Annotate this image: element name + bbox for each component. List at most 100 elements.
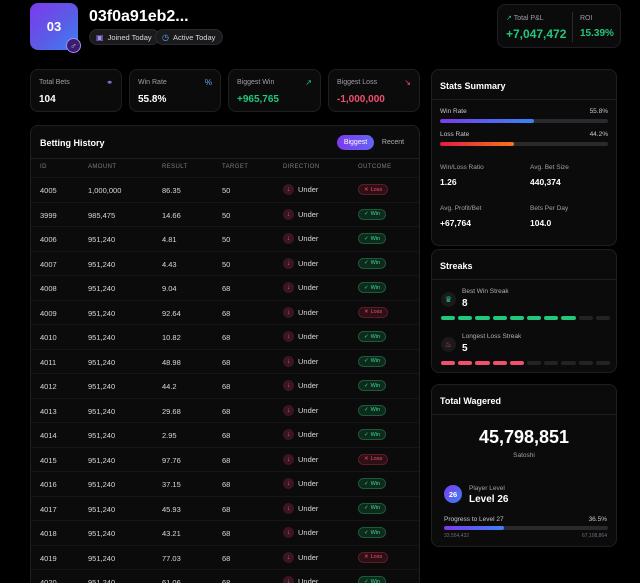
table-row[interactable]: 4017 951,240 45.93 68 ↓ Under ✓ Win [31, 495, 419, 521]
outcome-badge: ✓ Win [358, 478, 387, 489]
cell-direction: ↓ Under [283, 233, 318, 244]
streak-segment [475, 361, 490, 365]
active-label: Active Today [172, 32, 216, 42]
stat-value: 104 [39, 94, 56, 105]
outcome-badge: ✕ Loss [358, 551, 389, 563]
cell-amount: 951,240 [88, 308, 116, 318]
outcome-text: Win [370, 235, 381, 242]
streak-segment [561, 316, 576, 320]
cell-amount: 951,240 [88, 284, 116, 293]
cell-result: 97.76 [162, 455, 181, 465]
check-icon: ✓ [364, 284, 369, 291]
cell-direction: ↓ Under [283, 208, 318, 220]
cell-amount: 951,240 [88, 382, 116, 391]
close-icon: ✕ [364, 554, 369, 560]
streak-segment [509, 361, 524, 365]
cell-target: 50 [222, 235, 231, 244]
cell-amount: 1,000,000 [88, 186, 122, 195]
close-icon: ✕ [364, 186, 369, 193]
cell-result: 37.15 [162, 480, 181, 489]
table-row[interactable]: 4019 951,240 77.03 68 ↓ Under ✕ Loss [31, 544, 419, 570]
check-icon: ✓ [364, 333, 369, 340]
outcome-text: Loss [370, 554, 383, 560]
streak-segment [509, 316, 524, 320]
streak-segment [544, 316, 559, 320]
streak-segment [544, 361, 559, 365]
best-win-streak-value: 8 [462, 298, 468, 309]
cell-target: 68 [222, 529, 231, 538]
betting-history-panel: Betting History Biggest Recent ID AMOUNT… [30, 125, 420, 583]
tab-biggest[interactable]: Biggest [337, 135, 374, 150]
outcome-badge: ✕ Loss [358, 453, 389, 465]
level-range-min: 33,554,432 [444, 533, 470, 539]
avg-profit-label: Avg. Profit/Bet [440, 205, 482, 212]
table-row[interactable]: 4007 951,240 4.43 50 ↓ Under ✓ Win [31, 250, 419, 276]
direction-text: Under [298, 430, 319, 439]
cell-id: 4013 [40, 406, 57, 416]
cell-amount: 951,240 [88, 333, 116, 342]
gender-icon: ♂ [66, 38, 81, 53]
total-wagered-title: Total Wagered [440, 396, 502, 406]
table-row[interactable]: 4011 951,240 48.98 68 ↓ Under ✓ Win [31, 348, 419, 374]
outcome-badge: ✕ Loss [358, 184, 389, 195]
table-row[interactable]: 4009 951,240 92.64 68 ↓ Under ✕ Loss [31, 299, 419, 325]
check-icon: ✓ [364, 480, 369, 487]
stat-value: +965,765 [237, 94, 279, 105]
arrow-down-icon: ↓ [283, 233, 294, 244]
table-row[interactable]: 4014 951,240 2.95 68 ↓ Under ✓ Win [31, 422, 419, 447]
longest-loss-streak-bar [441, 361, 610, 365]
table-row[interactable]: 4015 951,240 97.76 68 ↓ Under ✕ Loss [31, 446, 419, 472]
flame-icon: ♨ [441, 337, 456, 352]
table-row[interactable]: 4018 951,240 43.21 68 ↓ Under ✓ Win [31, 520, 419, 545]
cell-target: 68 [222, 406, 231, 416]
best-win-streak-label: Best Win Streak [462, 288, 509, 295]
cell-amount: 951,240 [88, 578, 116, 583]
cell-direction: ↓ Under [283, 404, 319, 416]
table-row[interactable]: 4020 951,240 61.06 68 ↓ Under ✓ Win [31, 569, 419, 583]
arrow-down-icon: ↓ [283, 576, 294, 583]
outcome-badge: ✓ Win [358, 257, 387, 269]
cell-result: 45.93 [162, 504, 181, 514]
close-icon: ✕ [364, 456, 369, 462]
avg-profit-value: +67,764 [440, 218, 471, 228]
cell-result: 4.43 [162, 259, 177, 269]
win-rate-label: Win Rate [440, 108, 467, 115]
roi-value: 15.39% [580, 28, 614, 39]
outcome-text: Win [370, 431, 381, 438]
streak-segment [595, 316, 610, 320]
bets-per-day-value: 104.0 [530, 218, 552, 228]
direction-text: Under [298, 405, 319, 415]
divider [432, 99, 616, 100]
cell-amount: 951,240 [88, 259, 116, 269]
cell-id: 4007 [40, 259, 57, 269]
cell-result: 4.81 [162, 235, 177, 244]
table-row[interactable]: 4006 951,240 4.81 50 ↓ Under ✓ Win [31, 226, 419, 251]
outcome-badge: ✓ Win [358, 380, 387, 391]
arrow-down-icon: ↓ [283, 355, 294, 367]
outcome-badge: ✓ Win [358, 331, 387, 342]
table-row[interactable]: 4010 951,240 10.82 68 ↓ Under ✓ Win [31, 324, 419, 349]
stat-card-win-rate: Win Rate % 55.8% [129, 69, 221, 112]
tab-recent[interactable]: Recent [381, 139, 405, 146]
trend-up-icon: ↗ [506, 15, 512, 22]
cell-target: 68 [222, 284, 231, 293]
table-row[interactable]: 4016 951,240 37.15 68 ↓ Under ✓ Win [31, 471, 419, 496]
table-row[interactable]: 4013 951,240 29.68 68 ↓ Under ✓ Win [31, 397, 419, 423]
table-row[interactable]: 4008 951,240 9.04 68 ↓ Under ✓ Win [31, 275, 419, 300]
table-row[interactable]: 3999 985,475 14.66 50 ↓ Under ✓ Win [31, 201, 419, 227]
arrow-down-icon: ↓ [283, 502, 294, 514]
streak-segment [458, 361, 473, 365]
level-range-max: 67,108,864 [581, 533, 607, 539]
cell-amount: 951,240 [88, 406, 116, 416]
outcome-badge: ✓ Win [358, 355, 387, 367]
direction-text: Under [298, 332, 319, 341]
cell-amount: 951,240 [88, 235, 116, 244]
stat-value: 55.8% [138, 94, 167, 105]
outcome-text: Win [370, 358, 381, 364]
direction-text: Under [298, 307, 319, 317]
total-wagered-panel: Total Wagered 45,798,851 Satoshi 26 Play… [431, 384, 617, 547]
table-row[interactable]: 4012 951,240 44.2 68 ↓ Under ✓ Win [31, 373, 419, 398]
cell-result: 86.35 [162, 186, 181, 195]
table-row[interactable]: 4005 1,000,000 86.35 50 ↓ Under ✕ Loss [31, 177, 419, 202]
outcome-text: Win [370, 260, 381, 266]
